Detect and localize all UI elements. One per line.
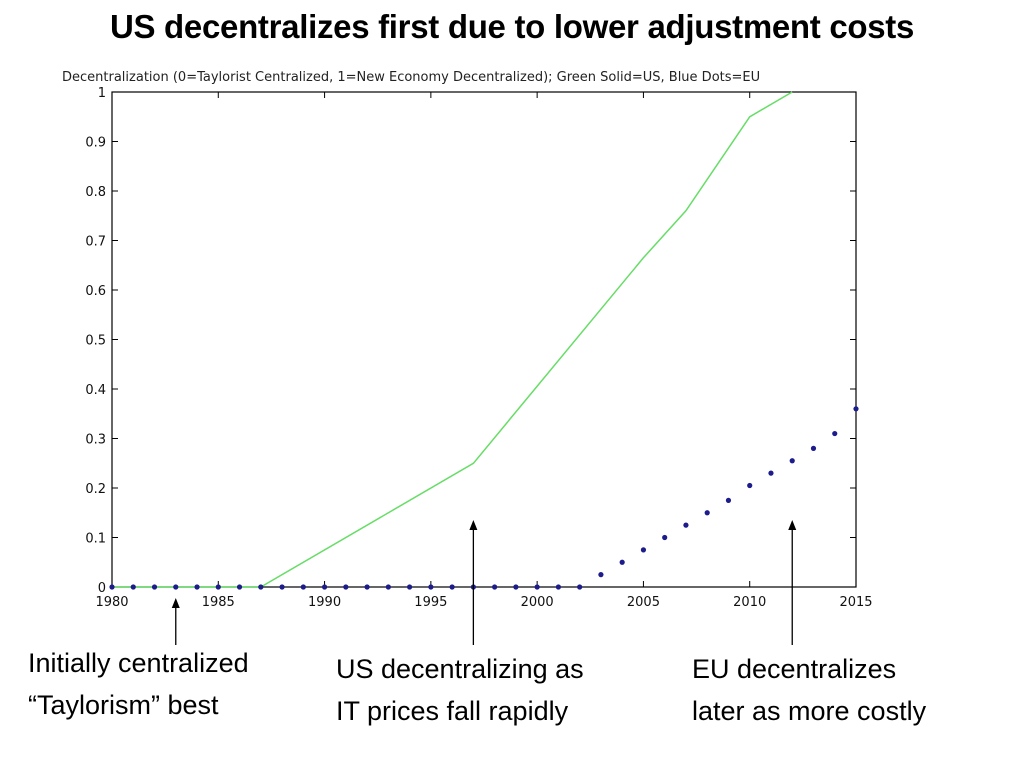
y-tick-label: 0: [98, 581, 106, 596]
x-tick-label: 2005: [627, 595, 660, 610]
y-tick-label: 0.4: [85, 383, 106, 398]
series-us-line: [112, 91, 793, 588]
series-eu-point: [853, 406, 859, 412]
y-tick-label: 0.3: [85, 433, 106, 448]
series-eu-point: [321, 584, 328, 590]
x-tick-label: 2010: [733, 595, 766, 610]
series-eu-point: [258, 584, 264, 590]
series-eu-point: [555, 584, 562, 590]
series-eu-point: [662, 534, 668, 541]
annotation-line: later as more costly: [692, 696, 927, 726]
y-tick-label: 1: [98, 86, 106, 101]
series-eu-point: [428, 584, 434, 590]
series-eu-point: [130, 584, 136, 590]
annotation-arrow-head: [171, 598, 180, 608]
x-tick-label: 1985: [202, 595, 235, 610]
series-eu-point: [513, 584, 519, 590]
series-eu-point: [109, 584, 115, 590]
y-tick-label: 0.8: [85, 185, 106, 200]
series-eu: [109, 406, 859, 590]
annotation-initially-centralized: Initially centralized “Taylorism” best: [28, 642, 249, 726]
series-eu-point: [832, 430, 838, 437]
series-eu-point: [640, 547, 647, 553]
x-tick-label: 1990: [308, 595, 341, 610]
series-eu-point: [279, 584, 285, 590]
annotation-arrow-head: [788, 520, 797, 530]
series-eu-point: [151, 584, 158, 590]
annotation-arrow-head: [469, 520, 478, 530]
series-eu-point: [194, 584, 200, 590]
x-axis: 1980 1985 1990 1995 2000 2005 2010 2015: [95, 92, 873, 610]
series-eu-point: [577, 584, 583, 590]
series-eu-point: [704, 510, 710, 516]
chart-title: Decentralization (0=Taylorist Centralize…: [62, 70, 760, 85]
series-eu-point: [343, 584, 349, 590]
y-tick-label: 0.7: [85, 235, 106, 250]
slide-title: US decentralizes first due to lower adju…: [109, 8, 915, 45]
annotation-line: US decentralizing as: [336, 654, 584, 684]
y-tick-label: 0.5: [85, 334, 106, 349]
series-eu-point: [236, 584, 243, 590]
annotation-eu-decentralizes: EU decentralizes later as more costly: [692, 648, 926, 732]
annotation-line: EU decentralizes: [692, 654, 897, 684]
series-eu-point: [683, 522, 689, 528]
annotation-us-decentralizing: US decentralizing as IT prices fall rapi…: [336, 648, 584, 732]
series-eu-point: [747, 482, 753, 489]
plot-frame: [111, 91, 857, 588]
series-eu-point: [619, 559, 625, 565]
x-tick-label: 2000: [521, 595, 554, 610]
series-eu-point: [300, 584, 306, 590]
series-eu-point: [725, 497, 732, 503]
y-axis: 0 0.1 0.2 0.3 0.4 0.5 0.6 0.7 0.8 0.9 1: [85, 86, 856, 596]
y-tick-label: 0.9: [85, 136, 106, 151]
series-eu-point: [534, 584, 540, 590]
annotation-line: Initially centralized: [28, 648, 249, 678]
series-eu-point: [364, 584, 370, 590]
y-tick-label: 0.1: [85, 532, 106, 547]
series-eu-point: [492, 584, 498, 590]
series-eu-point: [215, 584, 221, 590]
series-eu-point: [768, 470, 774, 476]
series-us: [112, 91, 793, 588]
annotation-line: IT prices fall rapidly: [336, 696, 569, 726]
x-tick-label: 2015: [839, 595, 872, 610]
y-tick-label: 0.6: [85, 284, 106, 299]
series-eu-point: [789, 458, 795, 464]
series-eu-point: [449, 584, 455, 590]
series-eu-point: [810, 445, 817, 451]
series-eu-point: [598, 572, 604, 578]
series-eu-point: [173, 584, 179, 590]
y-tick-label: 0.2: [85, 482, 106, 497]
annotation-arrows: [171, 520, 797, 645]
series-eu-point: [407, 584, 413, 590]
series-eu-point: [385, 584, 391, 590]
annotation-line: “Taylorism” best: [28, 690, 219, 720]
x-tick-label: 1980: [95, 595, 128, 610]
x-tick-label: 1995: [414, 595, 447, 610]
